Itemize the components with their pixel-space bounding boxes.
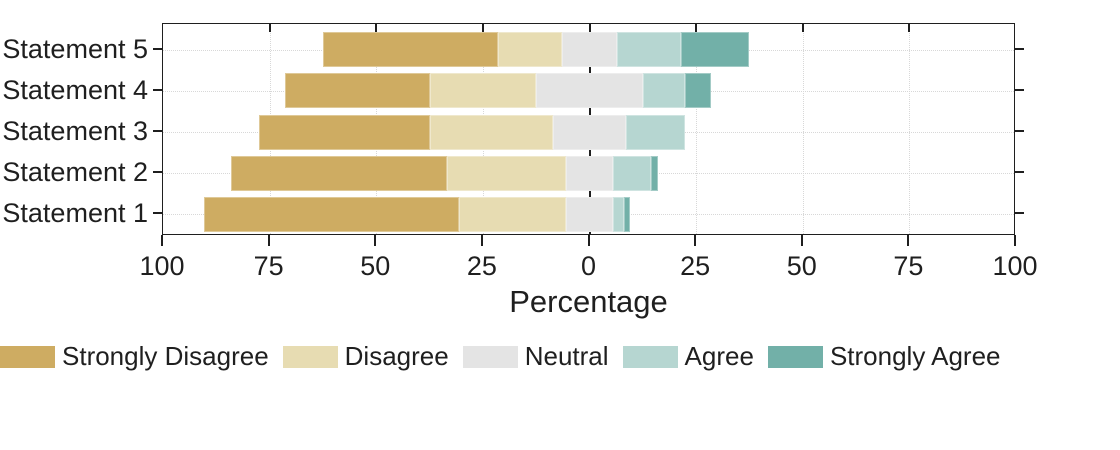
x-tick — [800, 235, 803, 246]
bar-segment-strongly-disagree — [258, 114, 430, 150]
bar-segment-disagree — [446, 155, 567, 191]
legend-item: Strongly Disagree — [0, 341, 269, 372]
x-tick-top — [801, 24, 804, 32]
legend-item: Neutral — [462, 341, 609, 372]
bar-segment-strongly-agree — [623, 196, 630, 232]
y-axis-label: Statement 1 — [2, 198, 148, 229]
x-tick — [161, 235, 163, 246]
legend-item: Disagree — [282, 341, 449, 372]
x-tick — [587, 235, 590, 246]
y-axis-label: Statement 2 — [2, 157, 148, 188]
bar-segment-disagree — [459, 196, 567, 232]
y-tick-left — [153, 171, 162, 174]
bar-segment-disagree — [429, 73, 537, 109]
x-tick-top — [375, 24, 378, 32]
x-tick — [374, 235, 377, 246]
bar-segment-disagree — [497, 32, 562, 68]
y-tick-right — [1015, 47, 1024, 50]
legend-swatch — [767, 345, 823, 368]
bar-segment-agree — [617, 32, 682, 68]
x-gridline — [909, 24, 911, 234]
x-gridline — [696, 24, 698, 234]
legend-swatch — [622, 345, 678, 368]
x-tick-label: 25 — [680, 251, 711, 281]
x-tick-label: 0 — [580, 251, 597, 281]
bar-segment-strongly-disagree — [231, 155, 447, 191]
y-tick-right — [1015, 88, 1024, 91]
x-tick — [480, 235, 483, 246]
x-tick-label: 25 — [466, 251, 497, 281]
y-axis-label: Statement 5 — [2, 33, 148, 64]
x-axis-title: Percentage — [509, 284, 668, 319]
y-tick-right — [1015, 212, 1024, 215]
x-tick — [1014, 235, 1016, 246]
legend-label: Strongly Agree — [829, 341, 1001, 371]
y-tick-left — [153, 88, 162, 91]
bar-segment-strongly-disagree — [322, 32, 498, 68]
y-axis-label: Statement 3 — [2, 116, 148, 146]
y-tick-left — [153, 212, 162, 215]
x-tick-label: 100 — [992, 251, 1038, 281]
bar-segment-neutral — [553, 114, 626, 150]
x-tick-label: 75 — [253, 251, 284, 281]
bar-segment-strongly-agree — [681, 32, 750, 68]
bar-segment-strongly-disagree — [203, 196, 460, 232]
bar-segment-neutral — [566, 155, 613, 191]
x-tick-top — [588, 24, 591, 32]
x-tick-label: 50 — [786, 251, 817, 281]
x-tick — [267, 235, 270, 246]
legend-label: Neutral — [524, 341, 609, 371]
legend-swatch — [282, 345, 338, 368]
x-tick-label: 100 — [139, 251, 185, 281]
x-gridline — [802, 24, 804, 234]
x-tick — [907, 235, 910, 246]
bar-segment-neutral — [536, 73, 643, 109]
bar-segment-neutral — [566, 196, 613, 232]
x-tick-label: 75 — [893, 251, 924, 281]
legend-label: Disagree — [344, 341, 449, 371]
bar-segment-strongly-agree — [685, 73, 712, 109]
x-tick — [694, 235, 697, 246]
bar-segment-disagree — [429, 114, 554, 150]
y-tick-right — [1015, 171, 1024, 174]
legend-swatch — [0, 345, 55, 368]
plot-area — [162, 23, 1015, 235]
x-tick-top — [481, 24, 484, 32]
x-tick-top — [908, 24, 911, 32]
y-tick-right — [1015, 130, 1024, 132]
bar-segment-agree — [625, 114, 686, 150]
legend: Strongly Disagree Disagree Neutral Agree Str… — [0, 341, 1001, 372]
y-tick-left — [153, 130, 162, 132]
legend-swatch — [462, 345, 518, 368]
bar-segment-agree — [642, 73, 686, 109]
legend-item: Agree — [622, 341, 754, 372]
bar-segment-strongly-agree — [651, 155, 658, 191]
y-axis-label: Statement 4 — [2, 74, 148, 105]
x-tick-label: 50 — [360, 251, 391, 281]
y-tick-left — [153, 47, 162, 50]
legend-label: Strongly Disagree — [62, 341, 269, 371]
bar-segment-strongly-disagree — [284, 73, 430, 109]
bar-segment-neutral — [561, 32, 618, 68]
legend-label: Agree — [684, 341, 754, 371]
bar-segment-agree — [612, 196, 624, 232]
x-tick-top — [268, 24, 271, 32]
legend-item: Strongly Agree — [767, 341, 1001, 372]
bar-segment-agree — [612, 155, 652, 191]
x-tick-top — [695, 24, 698, 32]
